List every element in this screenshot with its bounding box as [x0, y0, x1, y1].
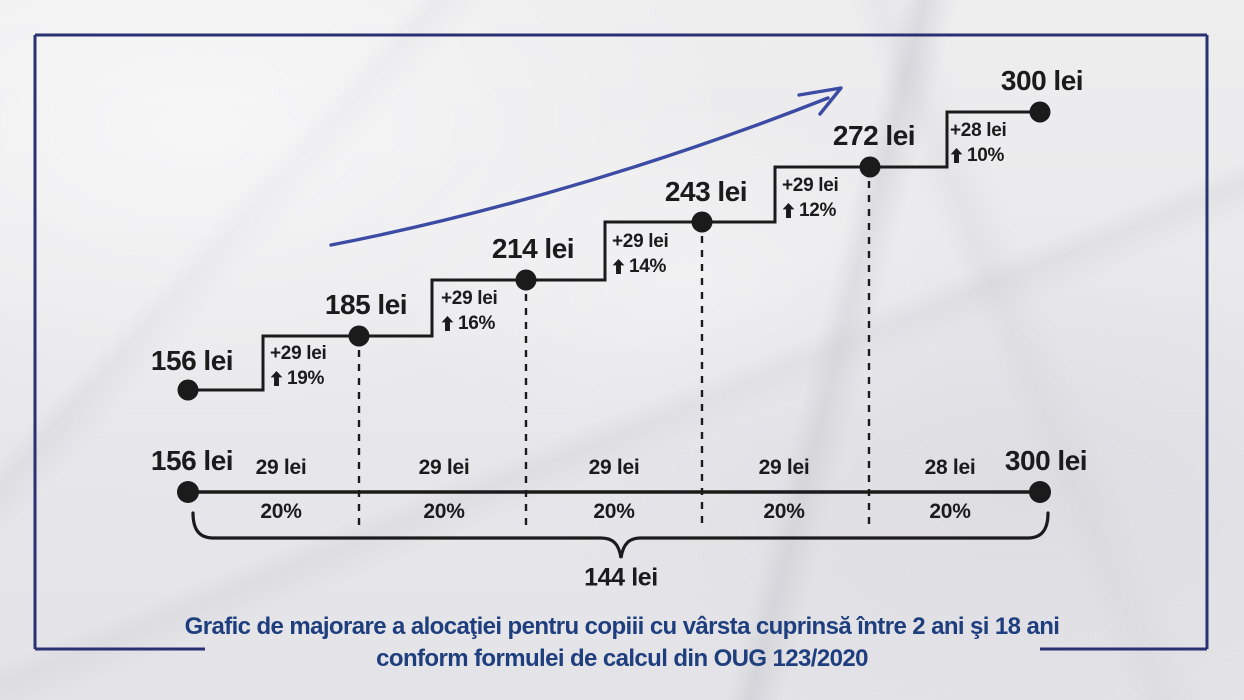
- increase-arrow-icon: [950, 148, 963, 163]
- step-point-label-5: 272 lei: [832, 120, 916, 151]
- data-point-185: [348, 325, 370, 347]
- total-increase-label: 144 lei: [584, 563, 658, 592]
- increase-arrow-icon: [270, 371, 283, 386]
- step-point-label-4: 243 lei: [664, 176, 748, 207]
- increase-annotation-3: +29 lei 14%: [612, 231, 669, 277]
- increase-amount: +29 lei: [441, 288, 498, 309]
- chart-frame-border: [33, 33, 1209, 651]
- step-point-label-2: 185 lei: [324, 289, 408, 320]
- increase-amount: +29 lei: [612, 231, 669, 252]
- increase-annotation-1: +29 lei 19%: [270, 343, 327, 389]
- baseline-start-point: [177, 481, 199, 503]
- increase-percent: 12%: [799, 200, 837, 221]
- data-point-156: [177, 379, 199, 401]
- dashed-droplines: [357, 181, 871, 528]
- increase-percent: 19%: [287, 368, 325, 389]
- caption-line-1: Grafic de majorare a alocaţiei pentru co…: [184, 613, 1060, 640]
- segment-percent-2: 20%: [423, 500, 465, 523]
- segment-amount-5: 28 lei: [924, 456, 976, 479]
- segment-amount-2: 29 lei: [418, 456, 470, 479]
- data-point-272: [859, 156, 881, 178]
- segment-amount-4: 29 lei: [758, 456, 810, 479]
- baseline-end-point: [1029, 481, 1051, 503]
- segment-percent-5: 20%: [929, 500, 971, 523]
- increase-arrow-icon: [612, 259, 625, 274]
- trend-arrow-shaft: [329, 96, 830, 247]
- increase-annotation-5: +28 lei 10%: [950, 120, 1007, 166]
- step-line: [188, 110, 1040, 392]
- segment-amount-1: 29 lei: [255, 456, 307, 479]
- increase-percent: 14%: [629, 256, 667, 277]
- increase-amount: +29 lei: [270, 343, 327, 364]
- increase-amount: +28 lei: [950, 120, 1007, 141]
- increase-percent: 10%: [967, 145, 1005, 166]
- segment-amount-3: 29 lei: [588, 456, 640, 479]
- trend-arrow-icon: [329, 86, 843, 247]
- step-point-label-3: 214 lei: [491, 233, 575, 264]
- increase-amount: +29 lei: [782, 175, 839, 196]
- data-point-214: [515, 269, 537, 291]
- baseline-brace: [191, 511, 1050, 559]
- trend-arrow-head: [797, 86, 843, 116]
- segment-percent-3: 20%: [593, 500, 635, 523]
- increase-arrow-icon: [782, 203, 795, 218]
- data-point-300: [1029, 101, 1051, 123]
- segment-percent-1: 20%: [260, 500, 302, 523]
- step-point-label-1: 156 lei: [150, 345, 234, 376]
- step-data-points: [177, 101, 1051, 401]
- segment-percent-4: 20%: [763, 500, 805, 523]
- increase-annotation-4: +29 lei 12%: [782, 175, 839, 221]
- caption-line-2: conform formulei de calcul din OUG 123/2…: [376, 645, 868, 672]
- step-point-label-6: 300 lei: [1000, 65, 1084, 96]
- baseline-end-label: 300 lei: [1004, 445, 1088, 476]
- increase-arrow-icon: [441, 316, 454, 331]
- increase-percent: 16%: [458, 313, 496, 334]
- data-point-243: [691, 211, 713, 233]
- baseline-start-label: 156 lei: [150, 445, 234, 476]
- increase-annotation-2: +29 lei 16%: [441, 288, 498, 334]
